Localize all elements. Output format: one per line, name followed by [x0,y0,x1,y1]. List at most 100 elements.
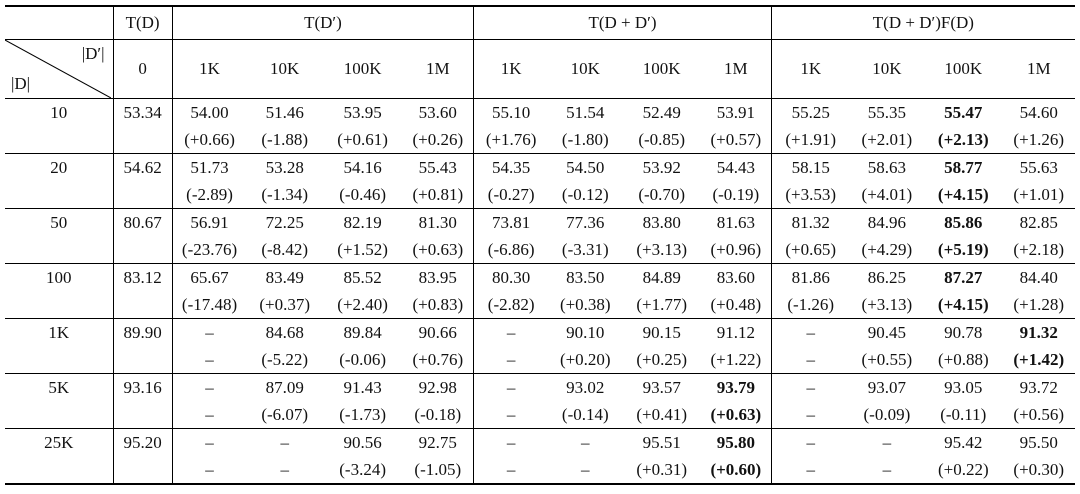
score-cell: 84.96 [867,213,906,232]
delta-cell: (+4.15) [924,291,1003,319]
score-cell: 95.51 [642,433,681,452]
delta-cell: (-6.07) [246,401,323,429]
sub-header-cell: 1M [402,39,474,99]
score-cell: 83.60 [716,268,755,287]
row-label-d-size: 20 [50,158,68,177]
delta-cell: (+3.13) [849,291,925,319]
score-cell: 52.49 [642,103,681,122]
baseline-cell: 93.16 [112,373,173,401]
score-cell: 53.92 [642,158,681,177]
delta-cell: (-0.09) [849,401,925,429]
score-cell: 86.25 [867,268,906,287]
score-cell: 51.46 [265,103,304,122]
delta-cell: (+1.26) [1002,126,1075,154]
delta-cell: (+0.48) [700,291,772,319]
corner-blank [5,5,114,40]
score-cell: 93.57 [642,378,681,397]
score-cell: 91.32 [1019,323,1058,342]
baseline-blank [112,126,173,154]
delta-cell: – [548,456,623,485]
table-row-values: 5K 93.16–87.09 91.43 92.98–93.02 93.57 93.79–… [5,373,1075,401]
baseline-cell: 54.62 [112,153,173,181]
score-cell: 84.40 [1019,268,1058,287]
score-cell: 58.77 [944,158,983,177]
score-cell: 93.02 [566,378,605,397]
sub-header-cell: 1M [1002,39,1075,99]
score-cell: 90.10 [566,323,605,342]
diagonal-line [5,40,111,98]
baseline-cell: 83.12 [112,263,173,291]
delta-cell: (-1.34) [246,181,323,209]
delta-cell: (-1.80) [548,126,623,154]
score-cell: 90.45 [867,323,906,342]
score-cell: 65.67 [171,263,247,291]
table-row-values: 25K 95.20– –90.56 92.75– –95.51 95.80– –95.42 9… [5,428,1075,456]
score-cell: 58.63 [867,158,906,177]
baseline-blank [112,181,173,209]
sub-header-cell: 1K [171,39,247,99]
delta-cell: – [473,346,549,374]
row-label-d-size: 5K [48,378,70,397]
delta-cell: (+0.65) [770,236,850,264]
delta-cell: (-0.18) [402,401,474,429]
delta-cell: (+3.53) [770,181,850,209]
baseline-blank [112,291,173,319]
table-row-deltas: – – (-3.24) (-1.05) – – (+0.31) (+0.60) – – (+0.22… [5,456,1075,485]
row-label-blank [5,456,114,485]
delta-cell: (+0.26) [402,126,474,154]
sub-header-cell: 10K [849,39,925,99]
table-row-values: 20 54.62 51.73 53.28 54.16 55.43 54.35 54.50 53.… [5,153,1075,181]
delta-cell: – [770,456,850,485]
score-cell: 54.50 [566,158,605,177]
delta-cell: (+0.30) [1002,456,1075,485]
delta-cell: (+0.20) [548,346,623,374]
delta-cell: (-23.76) [171,236,247,264]
table-row-deltas: – (-6.07) (-1.73) (-0.18) – (-0.14) (+0.41) (+0… [5,401,1075,429]
delta-cell: (-2.89) [171,181,247,209]
score-cell: 81.63 [716,213,755,232]
baseline-blank [112,401,173,429]
score-cell: 55.47 [944,103,983,122]
score-cell: – [280,433,289,452]
delta-cell: (+5.19) [924,236,1003,264]
delta-cell: (+1.77) [622,291,701,319]
score-cell: 93.07 [867,378,906,397]
delta-cell: (-0.19) [700,181,772,209]
score-cell: 90.78 [944,323,983,342]
delta-cell: (-1.73) [322,401,403,429]
delta-cell: (-0.12) [548,181,623,209]
score-cell: 58.15 [770,153,850,181]
delta-cell: (+3.13) [622,236,701,264]
delta-cell: (+0.96) [700,236,772,264]
results-table-body: 10 53.34 54.00 51.46 53.95 53.60 55.10 51.54 52.… [5,98,1075,485]
delta-cell: – [473,456,549,485]
score-cell: 85.86 [944,213,983,232]
baseline-cell: 95.20 [112,428,173,456]
delta-cell: (+0.63) [700,401,772,429]
delta-cell: (-0.11) [924,401,1003,429]
delta-cell: (+1.01) [1002,181,1075,209]
score-cell: 72.25 [265,213,304,232]
score-cell: 81.30 [418,213,457,232]
score-cell: 87.27 [944,268,983,287]
delta-cell: (+0.60) [700,456,772,485]
score-cell: 51.54 [566,103,605,122]
sub-header-cell: 100K [622,39,701,99]
table-row-deltas: (-17.48) (+0.37) (+2.40) (+0.83) (-2.82) (+0.… [5,291,1075,319]
baseline-blank [112,456,173,485]
score-cell: 95.42 [944,433,983,452]
score-cell: 56.91 [171,208,247,236]
score-cell: 77.36 [566,213,605,232]
delta-cell: (-8.42) [246,236,323,264]
score-cell: 54.43 [716,158,755,177]
delta-cell: (-3.31) [548,236,623,264]
delta-cell: (+0.76) [402,346,474,374]
delta-cell: (+0.55) [849,346,925,374]
delta-cell: – [171,401,247,429]
score-cell: 84.89 [642,268,681,287]
delta-cell: (+4.15) [924,181,1003,209]
table-row-deltas: (-23.76) (-8.42) (+1.52) (+0.63) (-6.86) (-3.… [5,236,1075,264]
delta-cell: (+0.81) [402,181,474,209]
delta-cell: – [770,401,850,429]
score-cell: 54.16 [343,158,382,177]
